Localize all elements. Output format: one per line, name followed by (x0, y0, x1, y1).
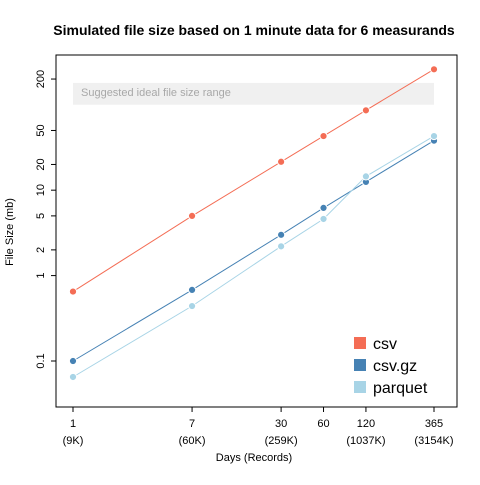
data-point-csv (361, 106, 371, 115)
x-tick-sublabel: (1037K) (346, 435, 385, 447)
y-tick-label: 50 (35, 124, 47, 136)
data-point-parquet (361, 172, 371, 181)
data-point-csv-gz (187, 285, 197, 294)
plot-frame (55, 54, 458, 408)
y-tick-label: 0.1 (35, 353, 47, 368)
y-tick-label: 5 (35, 213, 47, 219)
y-tick-label: 10 (35, 184, 47, 196)
data-point-parquet (187, 301, 197, 311)
chart-title: Simulated file size based on 1 minute da… (53, 22, 455, 38)
data-point-parquet (277, 242, 286, 251)
data-point-parquet (319, 214, 328, 224)
data-point-csv-gz (277, 230, 286, 239)
legend-label: csv (373, 336, 397, 353)
legend-swatch (354, 359, 366, 371)
x-tick-label: 30 (275, 418, 287, 430)
x-tick-label: 120 (357, 418, 375, 430)
series-line-csv-gz (72, 140, 435, 362)
legend-label: csv.gz (373, 358, 417, 375)
legend-swatch (354, 337, 366, 349)
x-tick-sublabel: (9K) (63, 435, 84, 447)
y-tick-label: 200 (35, 70, 47, 88)
data-point-csv-gz (68, 356, 78, 366)
suggested-range-band (73, 82, 434, 105)
x-tick-label: 60 (317, 418, 329, 430)
series-line-parquet (72, 135, 435, 378)
x-axis-label: Days (Records) (216, 452, 292, 464)
data-point-parquet (68, 372, 78, 382)
x-tick-label: 7 (189, 418, 195, 430)
data-point-csv (319, 131, 328, 141)
y-axis-label: File Size (mb) (4, 198, 16, 266)
x-tick-label: 365 (425, 418, 443, 430)
y-tick-label: 20 (35, 158, 47, 170)
series-line-csv (72, 68, 435, 293)
x-tick-sublabel: (60K) (179, 435, 206, 447)
suggested-range-label: Suggested ideal file size range (81, 87, 231, 99)
legend-label: parquet (373, 380, 428, 397)
legend-swatch (354, 381, 366, 393)
x-tick-sublabel: (3154K) (414, 435, 453, 447)
data-point-csv (187, 211, 197, 220)
x-tick-label: 1 (70, 418, 76, 430)
data-point-csv-gz (319, 203, 328, 213)
data-point-csv (277, 157, 286, 166)
y-tick-label: 2 (35, 247, 47, 253)
data-point-csv (68, 287, 78, 296)
x-tick-sublabel: (259K) (265, 435, 298, 447)
y-tick-label: 1 (35, 273, 47, 279)
data-point-parquet (429, 131, 439, 141)
data-point-csv (429, 65, 439, 74)
